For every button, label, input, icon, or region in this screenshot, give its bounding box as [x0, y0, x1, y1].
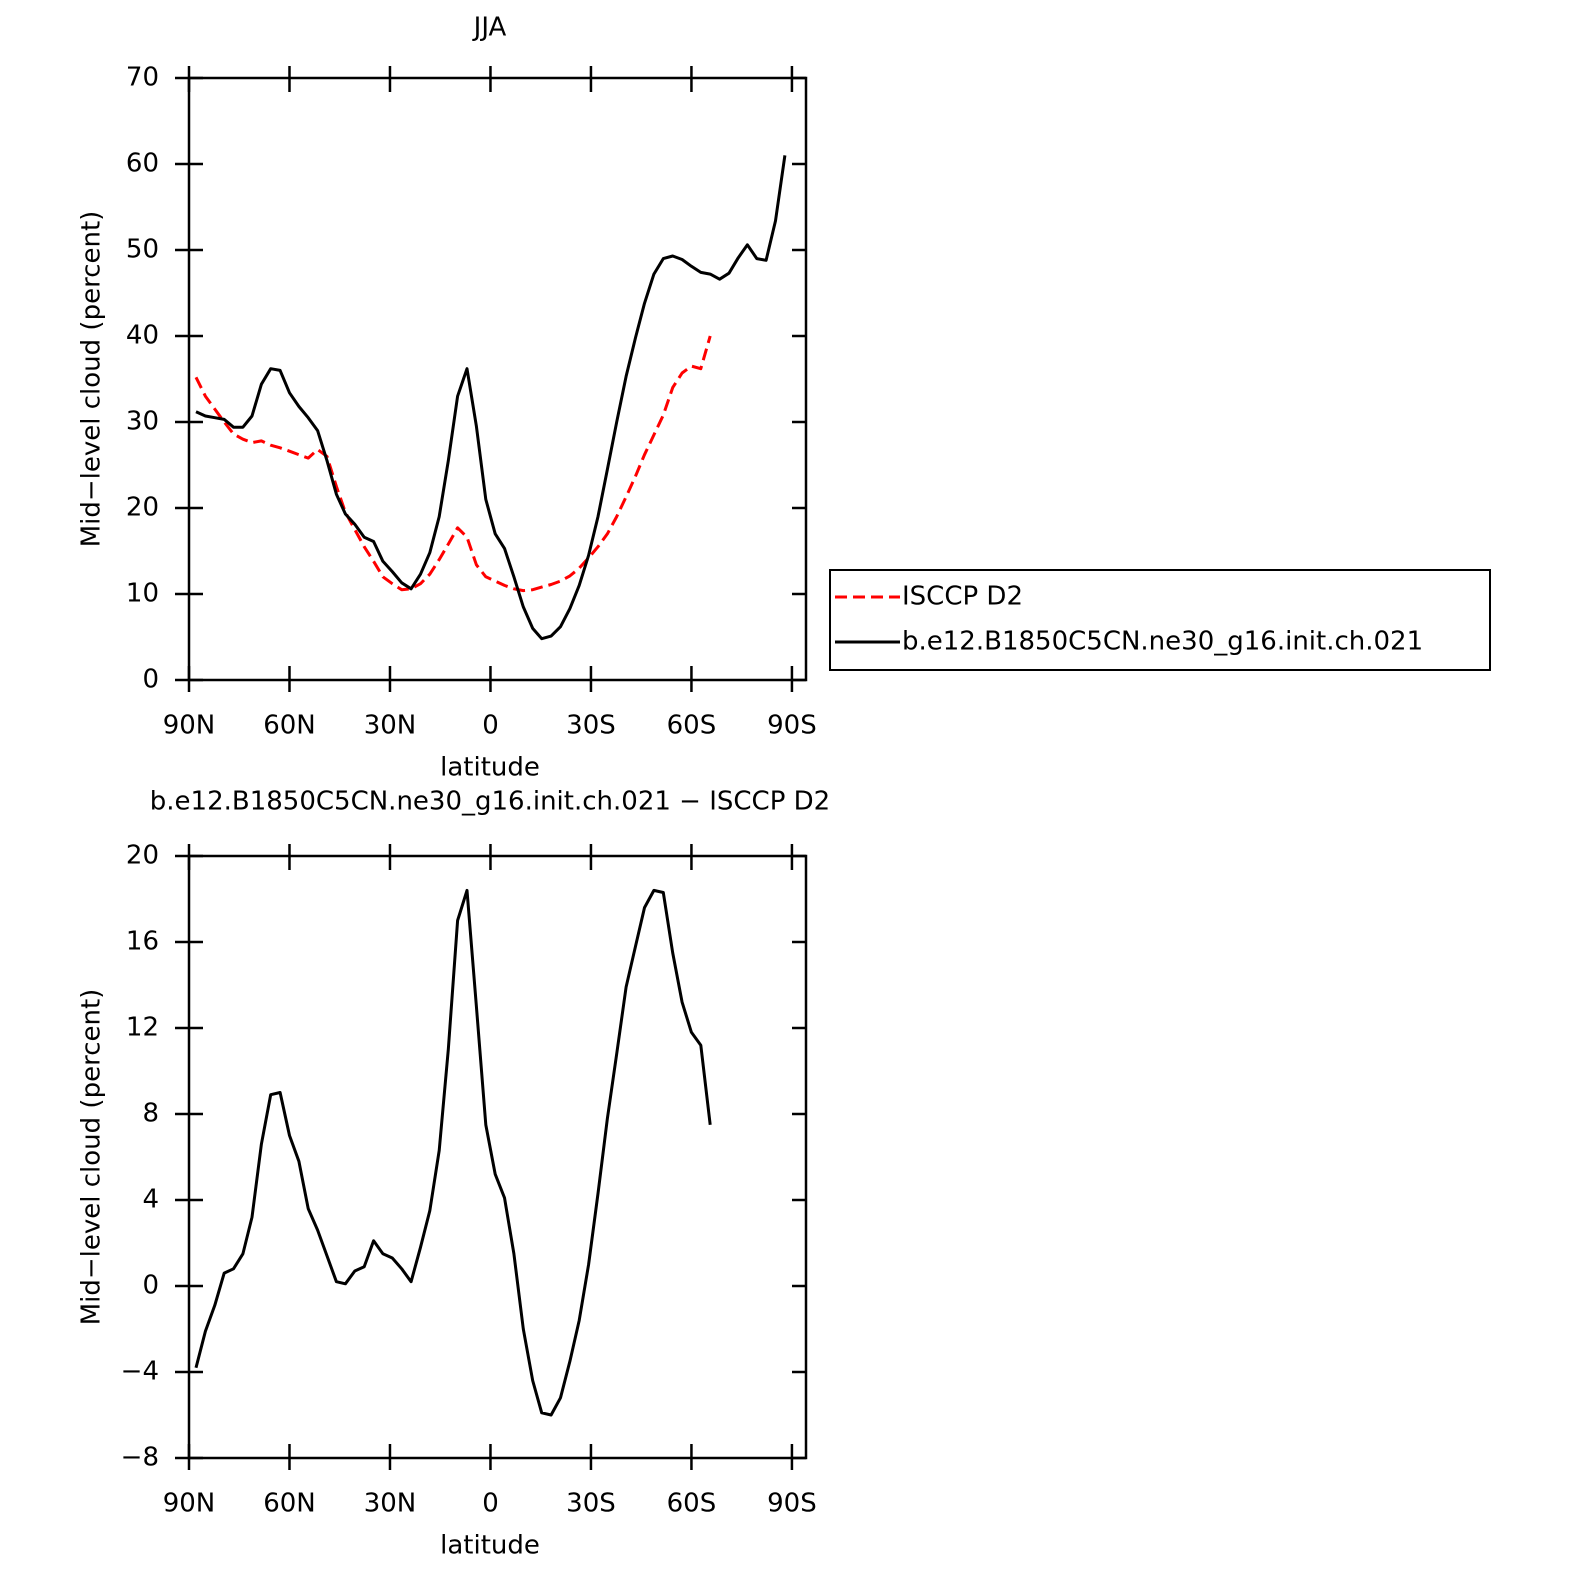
chart-title: JJA: [472, 13, 507, 43]
x-tick-label: 60N: [263, 1489, 316, 1519]
y-axis-label: Mid−level cloud (percent): [77, 211, 107, 548]
x-tick-label: 90N: [163, 711, 216, 741]
x-tick-label: 90N: [163, 1489, 216, 1519]
series-line: [194, 888, 712, 1417]
x-tick-label: 30N: [364, 711, 417, 741]
legend-box: [829, 569, 1491, 671]
x-tick-label: 0: [482, 711, 499, 741]
x-tick-label: 90S: [767, 711, 817, 741]
y-tick-label: 12: [126, 1013, 159, 1043]
chart-title: b.e12.B1850C5CN.ne30_g16.init.ch.021 − I…: [150, 787, 830, 817]
x-tick-label: 60S: [667, 711, 717, 741]
legend-label: b.e12.B1850C5CN.ne30_g16.init.ch.021: [902, 627, 1423, 657]
y-tick-label: 0: [142, 1271, 159, 1301]
y-tick-label: 0: [142, 665, 159, 695]
y-tick-label: 30: [126, 407, 159, 437]
y-tick-label: 70: [126, 63, 159, 93]
x-tick-label: 30S: [566, 1489, 616, 1519]
plot-frame: [187, 854, 808, 1460]
y-tick-label: −8: [121, 1443, 159, 1473]
x-axis-label: latitude: [440, 1531, 540, 1561]
series-line: [194, 335, 712, 593]
x-tick-label: 0: [482, 1489, 499, 1519]
y-tick-label: 20: [126, 841, 159, 871]
y-tick-label: 16: [126, 927, 159, 957]
y-tick-label: 4: [142, 1185, 159, 1215]
series-line: [195, 155, 787, 641]
x-tick-label: 90S: [767, 1489, 817, 1519]
x-tick-label: 60N: [263, 711, 316, 741]
legend-label: ISCCP D2: [902, 582, 1023, 612]
y-axis-label: Mid−level cloud (percent): [77, 989, 107, 1326]
plot-frame: [187, 76, 808, 682]
y-tick-label: 8: [142, 1099, 159, 1129]
x-tick-label: 30N: [364, 1489, 417, 1519]
x-axis-label: latitude: [440, 753, 540, 783]
y-tick-label: 20: [126, 493, 159, 523]
y-tick-label: 40: [126, 321, 159, 351]
y-tick-label: 10: [126, 579, 159, 609]
x-tick-label: 30S: [566, 711, 616, 741]
y-tick-label: −4: [121, 1357, 159, 1387]
y-tick-label: 50: [126, 235, 159, 265]
x-tick-label: 60S: [667, 1489, 717, 1519]
y-tick-label: 60: [126, 149, 159, 179]
